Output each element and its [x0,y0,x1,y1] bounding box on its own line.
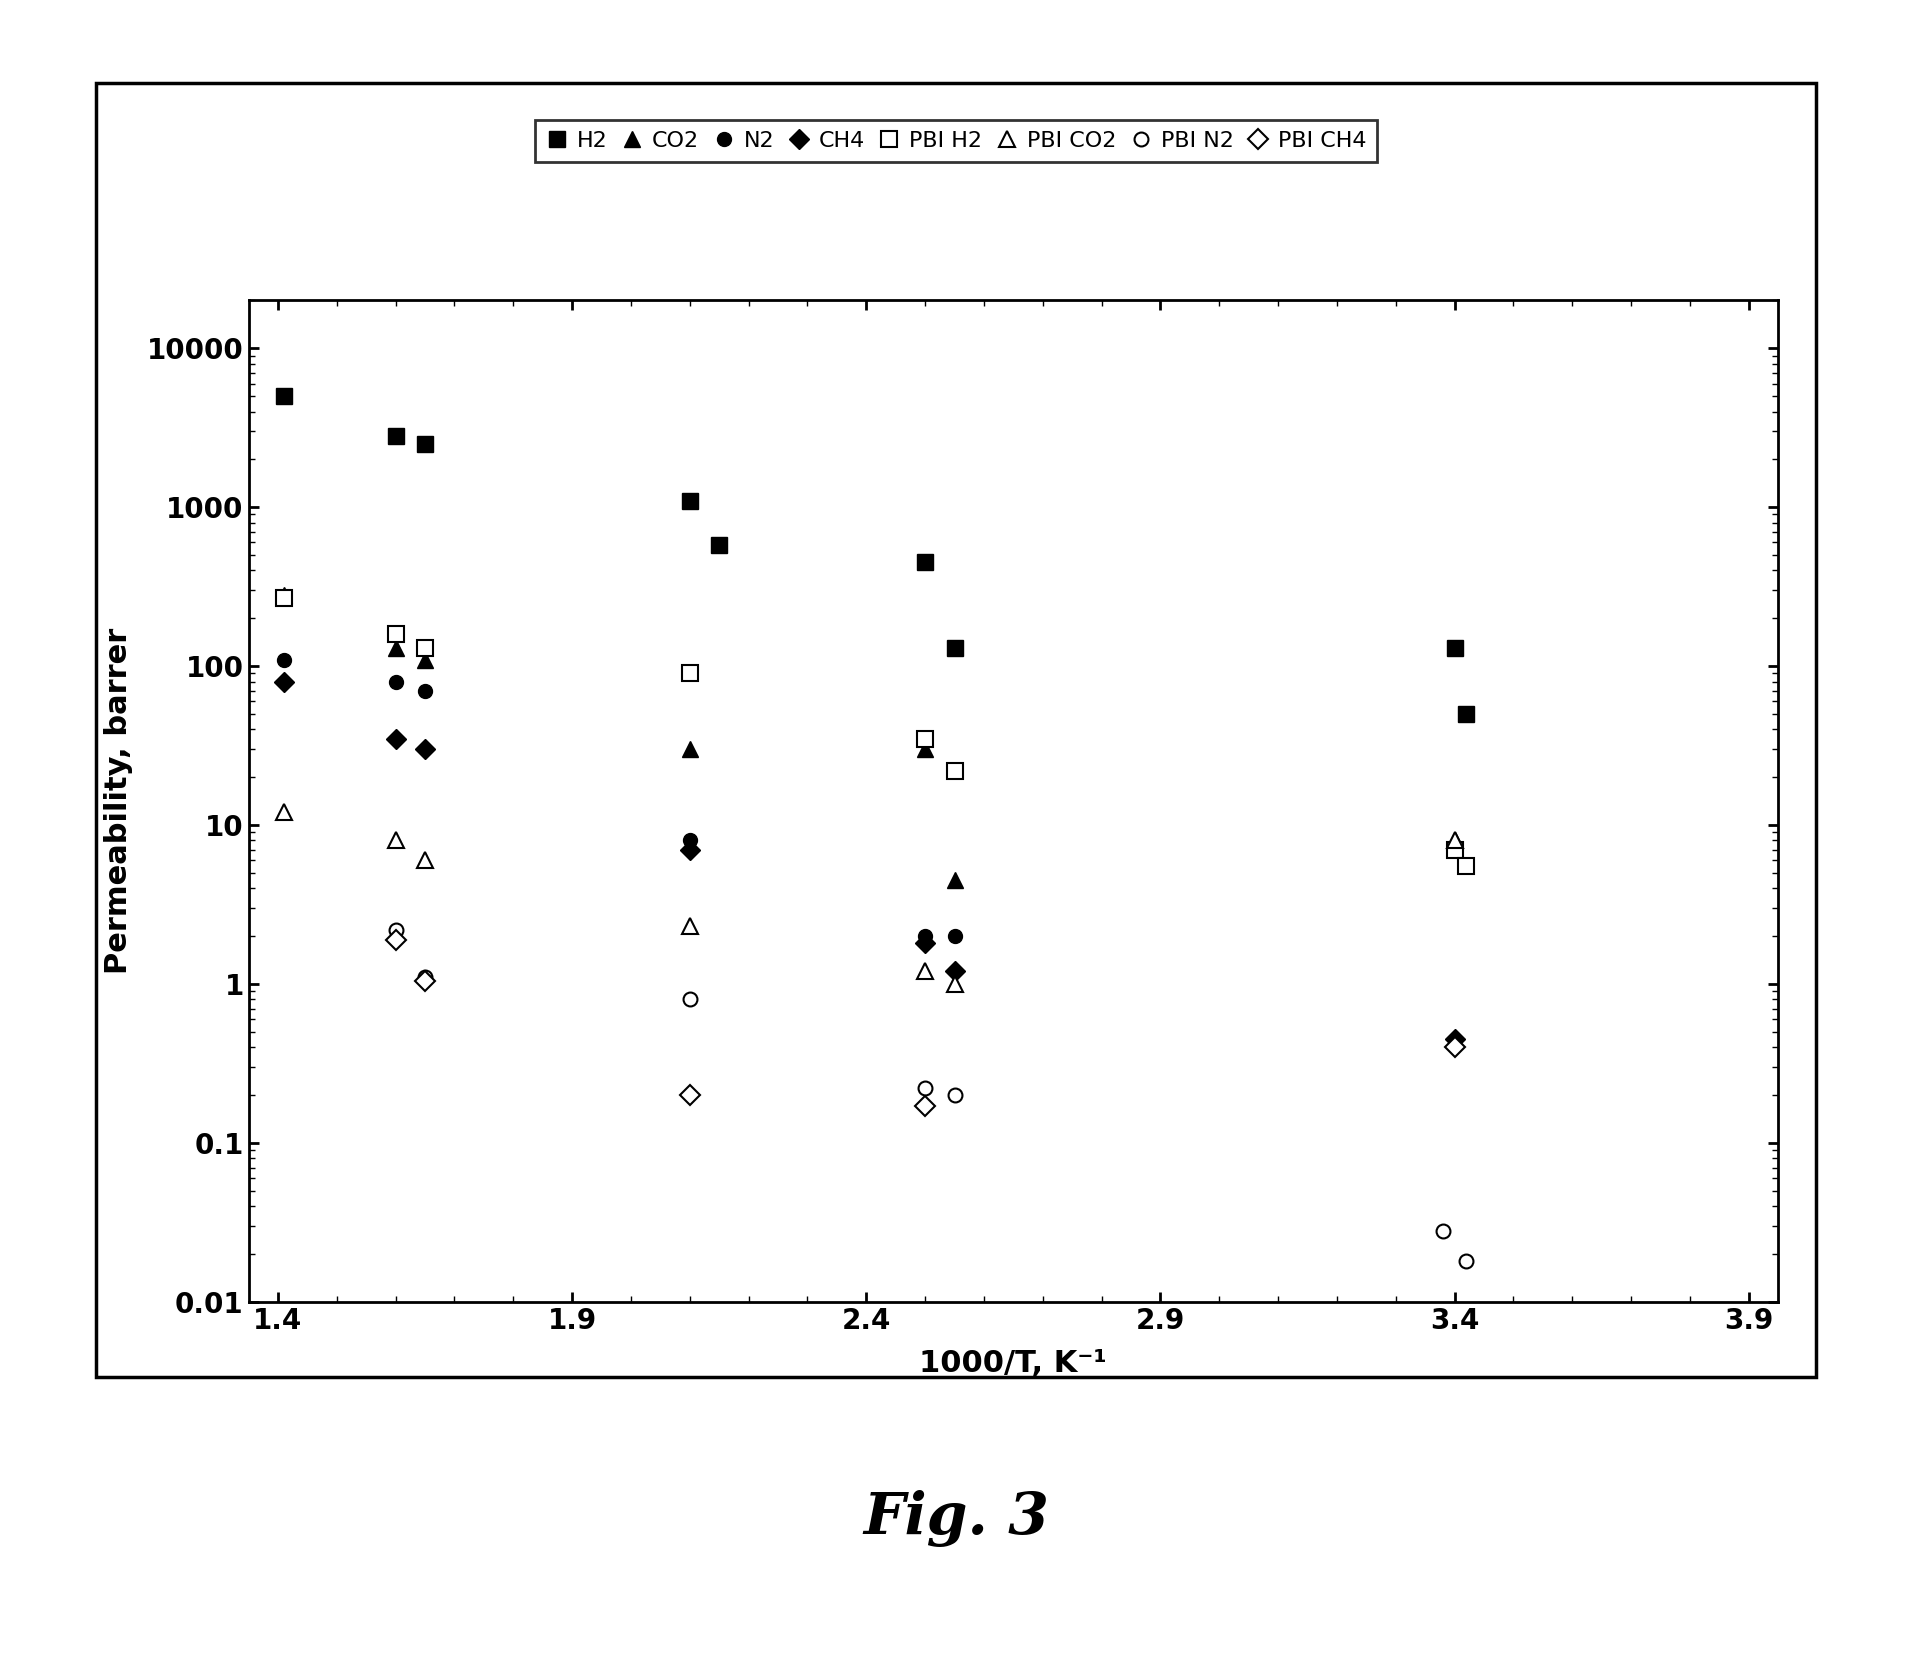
CO2 [272,586,294,606]
CO2 [384,638,407,658]
PBI CH4 [1444,1036,1467,1056]
PBI H2 [914,729,937,749]
CH4 [384,729,407,749]
PBI N2 [914,1078,937,1098]
PBI CO2 [679,916,702,936]
PBI H2 [1444,840,1467,860]
H2 [943,638,966,658]
PBI H2 [413,638,436,658]
PBI N2 [1455,1252,1478,1272]
CO2 [413,649,436,669]
N2 [272,649,294,669]
CO2 [1444,831,1467,851]
H2 [1444,638,1467,658]
PBI N2 [384,920,407,940]
CO2 [914,739,937,759]
N2 [413,681,436,701]
PBI H2 [384,624,407,644]
H2 [914,552,937,572]
CH4 [914,933,937,953]
Line: PBI CO2: PBI CO2 [275,804,1463,993]
Legend: H2, CO2, N2, CH4, PBI H2, PBI CO2, PBI N2, PBI CH4: H2, CO2, N2, CH4, PBI H2, PBI CO2, PBI N… [535,120,1377,162]
Line: CH4: CH4 [277,674,1461,1046]
H2 [272,386,294,406]
PBI N2 [1432,1220,1455,1240]
PBI CO2 [384,831,407,851]
N2 [914,926,937,946]
CO2 [679,739,702,759]
PBI CH4 [679,1085,702,1105]
Line: PBI N2: PBI N2 [388,923,1474,1268]
CH4 [413,739,436,759]
H2 [707,534,730,554]
PBI CO2 [943,975,966,995]
PBI H2 [943,761,966,781]
CH4 [1444,1030,1467,1050]
H2 [1455,704,1478,724]
Y-axis label: Permeability, barrer: Permeability, barrer [103,628,134,975]
PBI N2 [413,968,436,988]
PBI CO2 [914,961,937,981]
CO2 [943,870,966,890]
PBI CO2 [272,803,294,823]
CH4 [272,671,294,691]
Line: PBI CH4: PBI CH4 [388,933,1461,1113]
PBI N2 [679,990,702,1010]
Text: Fig. 3: Fig. 3 [862,1490,1050,1547]
N2 [384,671,407,691]
H2 [679,491,702,511]
H2 [413,434,436,454]
PBI CH4 [384,930,407,950]
PBI CH4 [914,1097,937,1117]
Line: PBI H2: PBI H2 [275,589,1474,875]
Line: H2: H2 [275,389,1474,721]
X-axis label: 1000/T, K⁻¹: 1000/T, K⁻¹ [920,1349,1107,1377]
PBI CO2 [413,850,436,870]
Line: N2: N2 [277,653,962,943]
PBI N2 [943,1085,966,1105]
PBI H2 [1455,856,1478,876]
PBI CO2 [1444,831,1467,851]
H2 [384,426,407,446]
CH4 [679,840,702,860]
CH4 [943,961,966,981]
PBI H2 [272,587,294,608]
N2 [679,831,702,851]
PBI H2 [679,663,702,683]
Line: CO2: CO2 [275,587,1463,888]
N2 [943,926,966,946]
PBI CH4 [413,971,436,991]
